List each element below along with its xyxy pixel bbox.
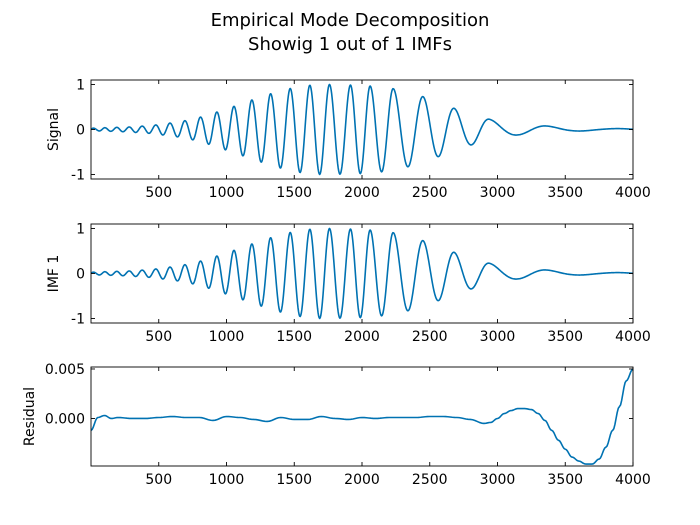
x-tick-label: 3000	[480, 472, 516, 488]
x-tick-label: 2000	[344, 185, 380, 201]
x-tick-label: 4000	[615, 185, 651, 201]
series-line-signal	[91, 83, 633, 176]
y-axis-label: Signal	[46, 108, 62, 151]
x-tick-label: 3000	[480, 329, 516, 345]
x-tick-label: 2500	[412, 185, 448, 201]
y-tick-label: 0	[76, 123, 85, 139]
y-tick-label: 0.005	[45, 362, 85, 378]
x-tick-label: 1000	[209, 472, 245, 488]
x-tick-label: 1500	[276, 329, 312, 345]
x-tick-label: 1500	[276, 472, 312, 488]
x-tick-label: 500	[145, 185, 172, 201]
x-tick-label: 3500	[547, 329, 583, 345]
x-tick-label: 3500	[547, 185, 583, 201]
y-tick-label: 0	[76, 267, 85, 283]
figure-title-line-2: Showig 1 out of 1 IMFs	[248, 34, 452, 55]
x-tick-label: 2000	[344, 472, 380, 488]
subplot-1: 500 1000 1500 2000 2500 3000 3500 4000 -1 0 1 Signa…	[46, 78, 651, 202]
x-tick-label: 4000	[615, 329, 651, 345]
x-tick-label: 4000	[615, 472, 651, 488]
figure-title-line-1: Empirical Mode Decomposition	[211, 10, 490, 31]
x-tick-label: 2500	[412, 329, 448, 345]
y-axis-label: IMF 1	[46, 255, 62, 293]
series-line-residual	[91, 368, 633, 465]
y-tick-label: -1	[71, 168, 85, 184]
x-tick-label: 2000	[344, 329, 380, 345]
x-tick-label: 1500	[276, 185, 312, 201]
x-tick-label: 3500	[547, 472, 583, 488]
x-tick-label: 500	[145, 329, 172, 345]
x-tick-label: 1000	[209, 329, 245, 345]
x-tick-label: 2500	[412, 472, 448, 488]
subplot-3: 500 1000 1500 2000 2500 3000 3500 4000 0.000 0.00…	[22, 362, 651, 488]
y-tick-label: 1	[76, 78, 85, 94]
x-tick-label: 500	[145, 472, 172, 488]
x-tick-label: 1000	[209, 185, 245, 201]
subplot-panels: 500 1000 1500 2000 2500 3000 3500 4000-101Signa…	[22, 78, 651, 489]
x-tick-label: 3000	[480, 185, 516, 201]
y-tick-label: 0.000	[45, 411, 85, 427]
series-line-imf1	[91, 227, 633, 320]
y-tick-label: -1	[71, 312, 85, 328]
y-tick-label: 1	[76, 222, 85, 238]
y-axis-label: Residual	[22, 387, 38, 446]
subplot-2: 500 1000 1500 2000 2500 3000 3500 4000 -1 0 1 IMF 1	[46, 222, 651, 346]
